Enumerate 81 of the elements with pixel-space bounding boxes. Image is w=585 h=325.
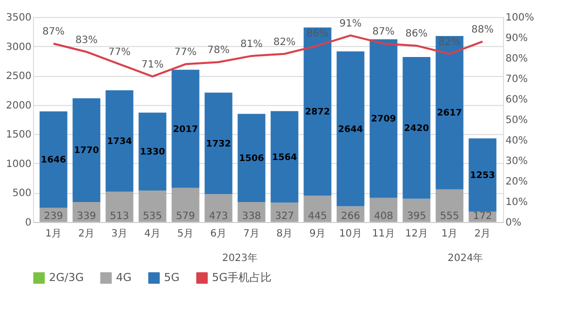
y2-tick-label: 10%: [506, 197, 528, 208]
data-label: 408: [374, 211, 394, 222]
data-label: 86%: [306, 28, 329, 40]
data-label: 327: [274, 211, 294, 222]
data-label: 2709: [370, 114, 396, 125]
y2-tick-label: 30%: [506, 156, 528, 167]
data-label: 172: [472, 211, 492, 222]
x-tick-label: 2月: [474, 228, 491, 240]
data-label: 1506: [238, 154, 264, 164]
x-tick-label: 12月: [405, 228, 428, 240]
legend-label: 4G: [116, 271, 132, 284]
data-label: 239: [44, 211, 64, 222]
y2-tick-label: 40%: [506, 136, 528, 146]
y-tick-label: 500: [12, 188, 32, 200]
data-label: 339: [76, 211, 96, 222]
y-tick-label: 1000: [6, 158, 32, 170]
text: 2023年: [222, 252, 258, 264]
y-tick-label: 2500: [6, 71, 32, 82]
data-label: 81%: [240, 38, 263, 50]
data-label: 2420: [404, 124, 430, 134]
data-label: 535: [142, 211, 162, 222]
data-label: 395: [406, 211, 426, 222]
y2-tick-label: 60%: [506, 94, 528, 106]
y2-tick-label: 70%: [506, 74, 528, 85]
y2-tick-label: 0%: [506, 218, 522, 228]
x-tick-label: 1月: [441, 228, 458, 240]
data-label: 513: [110, 211, 130, 222]
x-tick-label: 1月: [45, 228, 62, 240]
data-label: 1330: [140, 148, 166, 158]
y2-tick-label: 20%: [506, 176, 528, 188]
data-label: 2644: [338, 124, 364, 135]
data-label: 1732: [206, 139, 232, 150]
data-label: 579: [176, 211, 196, 222]
data-label: 1564: [272, 152, 298, 163]
data-label: 1734: [106, 136, 132, 147]
x-tick-label: 6月: [210, 228, 227, 240]
x-tick-label: 4月: [144, 228, 161, 240]
x-tick-label: 3月: [111, 228, 128, 240]
data-label: 266: [340, 211, 360, 222]
data-label: 2017: [172, 124, 198, 135]
data-label: 77%: [174, 47, 197, 58]
legend-label: 5G: [164, 271, 180, 284]
data-label: 555: [440, 211, 460, 222]
data-label: 78%: [207, 45, 230, 56]
data-label: 1253: [470, 171, 496, 182]
data-label: 77%: [108, 47, 131, 58]
text: 2024年: [448, 252, 484, 264]
y2-tick-label: 100%: [506, 12, 534, 24]
data-label: 82%: [438, 36, 461, 48]
legend-label: 5G手机占比: [212, 271, 272, 284]
data-label: 88%: [471, 24, 494, 36]
data-label: 82%: [273, 36, 296, 48]
x-tick-label: 10月: [339, 228, 362, 240]
data-label: 91%: [339, 18, 362, 30]
legend-label: 2G/3G: [49, 271, 84, 284]
data-label: 2872: [304, 108, 330, 118]
y-tick-label: 1500: [6, 130, 32, 141]
x-tick-label: 9月: [309, 228, 326, 240]
y-tick-label: 0: [25, 218, 32, 228]
y-tick-label: 2000: [6, 100, 32, 112]
data-label: 1770: [74, 146, 99, 156]
y2-tick-label: 80%: [506, 54, 528, 64]
data-label: 87%: [372, 26, 395, 38]
data-label: 87%: [42, 26, 65, 38]
data-label: 83%: [75, 34, 98, 46]
data-label: 338: [242, 211, 262, 222]
data-label: 473: [208, 211, 228, 222]
data-label: 71%: [141, 59, 164, 70]
data-label: 1646: [40, 156, 66, 166]
y2-tick-label: 90%: [506, 33, 528, 44]
x-tick-label: 7月: [243, 228, 260, 240]
x-tick-label: 8月: [276, 228, 293, 240]
y-tick-label: 3000: [6, 42, 32, 53]
data-label: 2617: [437, 108, 462, 119]
y-tick-label: 3500: [6, 12, 32, 24]
x-tick-label: 5月: [177, 228, 194, 240]
x-tick-label: 2月: [78, 228, 95, 240]
x-tick-label: 11月: [372, 228, 395, 240]
data-label: 86%: [405, 28, 428, 40]
y2-tick-label: 50%: [506, 115, 528, 126]
data-label: 445: [308, 211, 328, 222]
